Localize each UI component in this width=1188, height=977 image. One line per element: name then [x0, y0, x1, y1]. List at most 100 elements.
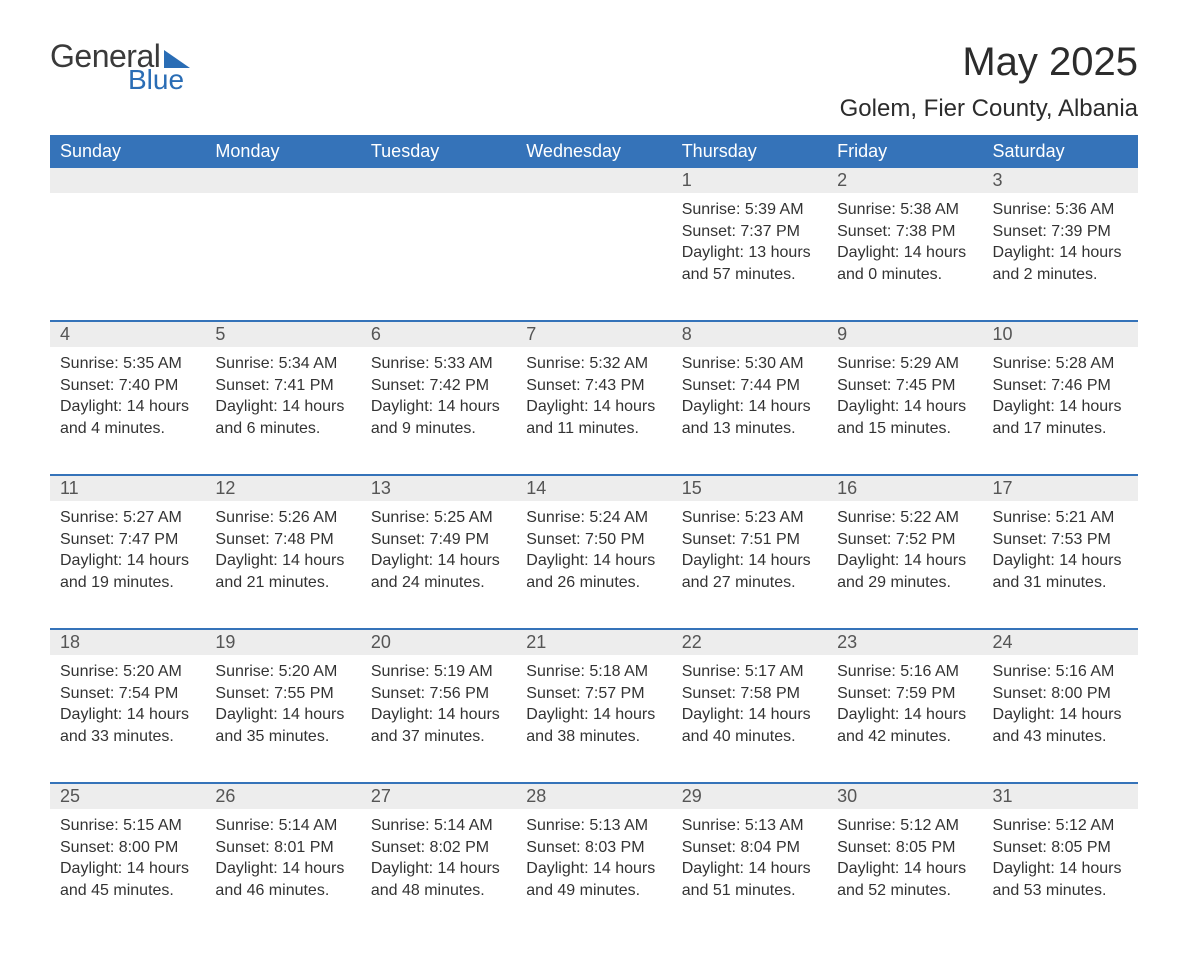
day-number-cell: 21 [516, 629, 671, 655]
daylight-line-1: Daylight: 14 hours [526, 550, 661, 572]
sunrise-line: Sunrise: 5:14 AM [215, 815, 350, 837]
daylight-line-2: and 42 minutes. [837, 726, 972, 748]
day-content-cell: Sunrise: 5:35 AMSunset: 7:40 PMDaylight:… [50, 347, 205, 475]
daylight-line-1: Daylight: 14 hours [837, 242, 972, 264]
daylight-line-2: and 37 minutes. [371, 726, 506, 748]
day-content-cell: Sunrise: 5:39 AMSunset: 7:37 PMDaylight:… [672, 193, 827, 321]
sunrise-line: Sunrise: 5:39 AM [682, 199, 817, 221]
day-number-cell: 26 [205, 783, 360, 809]
sunset-line: Sunset: 7:43 PM [526, 375, 661, 397]
daylight-line-1: Daylight: 14 hours [993, 242, 1128, 264]
daylight-line-2: and 24 minutes. [371, 572, 506, 594]
day-number-cell [361, 168, 516, 193]
sunset-line: Sunset: 8:05 PM [993, 837, 1128, 859]
sunrise-line: Sunrise: 5:35 AM [60, 353, 195, 375]
sunrise-line: Sunrise: 5:19 AM [371, 661, 506, 683]
day-number-row: 45678910 [50, 321, 1138, 347]
day-number-cell: 9 [827, 321, 982, 347]
weekday-header: Monday [205, 135, 360, 168]
weekday-header: Sunday [50, 135, 205, 168]
day-number-cell: 1 [672, 168, 827, 193]
day-number-row: 18192021222324 [50, 629, 1138, 655]
sunset-line: Sunset: 7:52 PM [837, 529, 972, 551]
daylight-line-1: Daylight: 13 hours [682, 242, 817, 264]
day-content-cell: Sunrise: 5:18 AMSunset: 7:57 PMDaylight:… [516, 655, 671, 783]
daylight-line-2: and 6 minutes. [215, 418, 350, 440]
day-content-row: Sunrise: 5:35 AMSunset: 7:40 PMDaylight:… [50, 347, 1138, 475]
day-number-cell [516, 168, 671, 193]
day-content-row: Sunrise: 5:27 AMSunset: 7:47 PMDaylight:… [50, 501, 1138, 629]
day-number-cell: 4 [50, 321, 205, 347]
day-content-cell: Sunrise: 5:20 AMSunset: 7:55 PMDaylight:… [205, 655, 360, 783]
day-number-cell: 14 [516, 475, 671, 501]
day-number-cell: 30 [827, 783, 982, 809]
daylight-line-1: Daylight: 14 hours [682, 396, 817, 418]
daylight-line-1: Daylight: 14 hours [837, 550, 972, 572]
sunset-line: Sunset: 7:37 PM [682, 221, 817, 243]
sunset-line: Sunset: 7:45 PM [837, 375, 972, 397]
daylight-line-1: Daylight: 14 hours [60, 704, 195, 726]
day-content-cell [516, 193, 671, 321]
daylight-line-2: and 26 minutes. [526, 572, 661, 594]
sunrise-line: Sunrise: 5:20 AM [215, 661, 350, 683]
day-content-cell: Sunrise: 5:23 AMSunset: 7:51 PMDaylight:… [672, 501, 827, 629]
daylight-line-1: Daylight: 14 hours [60, 396, 195, 418]
day-content-row: Sunrise: 5:20 AMSunset: 7:54 PMDaylight:… [50, 655, 1138, 783]
weekday-header: Saturday [983, 135, 1138, 168]
day-content-cell: Sunrise: 5:29 AMSunset: 7:45 PMDaylight:… [827, 347, 982, 475]
daylight-line-2: and 40 minutes. [682, 726, 817, 748]
sunset-line: Sunset: 8:02 PM [371, 837, 506, 859]
location: Golem, Fier County, Albania [840, 95, 1138, 123]
day-number-cell: 31 [983, 783, 1138, 809]
daylight-line-1: Daylight: 14 hours [215, 396, 350, 418]
calendar-table: Sunday Monday Tuesday Wednesday Thursday… [50, 135, 1138, 937]
day-content-cell: Sunrise: 5:20 AMSunset: 7:54 PMDaylight:… [50, 655, 205, 783]
daylight-line-2: and 46 minutes. [215, 880, 350, 902]
daylight-line-1: Daylight: 14 hours [837, 858, 972, 880]
daylight-line-2: and 38 minutes. [526, 726, 661, 748]
daylight-line-1: Daylight: 14 hours [682, 704, 817, 726]
daylight-line-1: Daylight: 14 hours [526, 396, 661, 418]
daylight-line-1: Daylight: 14 hours [993, 396, 1128, 418]
day-number-cell: 24 [983, 629, 1138, 655]
day-number-cell: 5 [205, 321, 360, 347]
daylight-line-2: and 9 minutes. [371, 418, 506, 440]
day-number-cell: 19 [205, 629, 360, 655]
title-block: May 2025 Golem, Fier County, Albania [840, 40, 1138, 123]
sunrise-line: Sunrise: 5:24 AM [526, 507, 661, 529]
weekday-header: Thursday [672, 135, 827, 168]
day-content-row: Sunrise: 5:39 AMSunset: 7:37 PMDaylight:… [50, 193, 1138, 321]
day-content-cell [205, 193, 360, 321]
sunrise-line: Sunrise: 5:26 AM [215, 507, 350, 529]
daylight-line-1: Daylight: 14 hours [993, 704, 1128, 726]
day-content-cell: Sunrise: 5:24 AMSunset: 7:50 PMDaylight:… [516, 501, 671, 629]
day-content-cell: Sunrise: 5:30 AMSunset: 7:44 PMDaylight:… [672, 347, 827, 475]
daylight-line-1: Daylight: 14 hours [837, 704, 972, 726]
day-number-cell: 7 [516, 321, 671, 347]
daylight-line-1: Daylight: 14 hours [993, 550, 1128, 572]
daylight-line-2: and 31 minutes. [993, 572, 1128, 594]
sunset-line: Sunset: 8:00 PM [60, 837, 195, 859]
daylight-line-2: and 57 minutes. [682, 264, 817, 286]
daylight-line-1: Daylight: 14 hours [371, 858, 506, 880]
sunrise-line: Sunrise: 5:36 AM [993, 199, 1128, 221]
sunset-line: Sunset: 7:57 PM [526, 683, 661, 705]
daylight-line-2: and 19 minutes. [60, 572, 195, 594]
sunrise-line: Sunrise: 5:23 AM [682, 507, 817, 529]
day-number-row: 25262728293031 [50, 783, 1138, 809]
sunrise-line: Sunrise: 5:29 AM [837, 353, 972, 375]
sunset-line: Sunset: 8:03 PM [526, 837, 661, 859]
sunset-line: Sunset: 7:53 PM [993, 529, 1128, 551]
day-content-cell: Sunrise: 5:25 AMSunset: 7:49 PMDaylight:… [361, 501, 516, 629]
sunset-line: Sunset: 7:55 PM [215, 683, 350, 705]
sunrise-line: Sunrise: 5:30 AM [682, 353, 817, 375]
day-number-cell: 3 [983, 168, 1138, 193]
daylight-line-1: Daylight: 14 hours [60, 550, 195, 572]
day-content-cell [361, 193, 516, 321]
day-content-cell: Sunrise: 5:28 AMSunset: 7:46 PMDaylight:… [983, 347, 1138, 475]
sunset-line: Sunset: 8:01 PM [215, 837, 350, 859]
day-number-cell: 16 [827, 475, 982, 501]
sunrise-line: Sunrise: 5:14 AM [371, 815, 506, 837]
day-content-cell: Sunrise: 5:38 AMSunset: 7:38 PMDaylight:… [827, 193, 982, 321]
daylight-line-1: Daylight: 14 hours [993, 858, 1128, 880]
